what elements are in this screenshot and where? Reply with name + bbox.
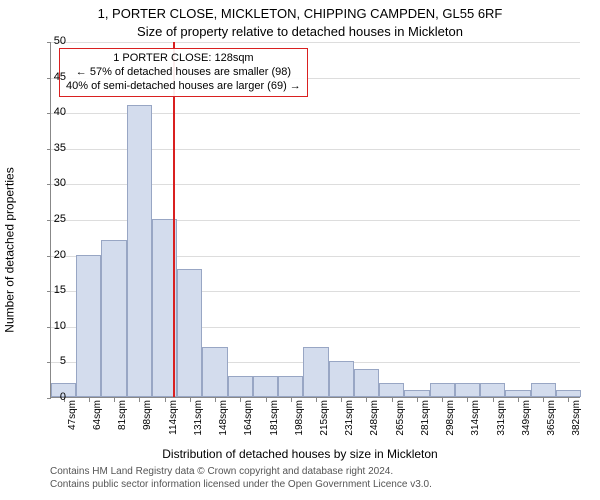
- histogram-bar: [379, 383, 404, 397]
- x-tick-label: 298sqm: [445, 400, 456, 442]
- x-tick-mark: [316, 398, 317, 402]
- y-tick-label: 30: [40, 177, 66, 189]
- x-tick-mark: [165, 398, 166, 402]
- y-tick-label: 45: [40, 71, 66, 83]
- x-tick-mark: [190, 398, 191, 402]
- x-tick-label: 47sqm: [67, 400, 78, 442]
- x-tick-label: 248sqm: [369, 400, 380, 442]
- chart-container: 1, PORTER CLOSE, MICKLETON, CHIPPING CAM…: [0, 0, 600, 500]
- annotation-line2: ← 57% of detached houses are smaller (98…: [66, 66, 301, 80]
- histogram-bar: [253, 376, 278, 397]
- grid-line: [51, 42, 580, 43]
- x-tick-mark: [215, 398, 216, 402]
- histogram-bar: [202, 347, 227, 397]
- x-tick-label: 198sqm: [294, 400, 305, 442]
- x-tick-label: 114sqm: [168, 400, 179, 442]
- x-tick-mark: [114, 398, 115, 402]
- annotation-box: 1 PORTER CLOSE: 128sqm ← 57% of detached…: [59, 48, 308, 97]
- x-tick-label: 331sqm: [496, 400, 507, 442]
- x-tick-mark: [139, 398, 140, 402]
- footer-line1: Contains HM Land Registry data © Crown c…: [50, 465, 580, 478]
- histogram-bar: [101, 240, 126, 397]
- histogram-bar: [556, 390, 581, 397]
- footer-attribution: Contains HM Land Registry data © Crown c…: [50, 465, 580, 491]
- x-tick-label: 81sqm: [117, 400, 128, 442]
- x-tick-label: 181sqm: [269, 400, 280, 442]
- y-tick-label: 15: [40, 284, 66, 296]
- x-tick-mark: [366, 398, 367, 402]
- x-axis-label: Distribution of detached houses by size …: [0, 447, 600, 461]
- histogram-bar: [354, 369, 379, 397]
- y-axis-label: Number of detached properties: [2, 0, 18, 500]
- x-tick-label: 314sqm: [470, 400, 481, 442]
- x-tick-mark: [341, 398, 342, 402]
- y-tick-label: 10: [40, 320, 66, 332]
- x-tick-label: 164sqm: [243, 400, 254, 442]
- histogram-bar: [177, 269, 202, 397]
- x-tick-label: 215sqm: [319, 400, 330, 442]
- x-tick-mark: [568, 398, 569, 402]
- plot-area: 1 PORTER CLOSE: 128sqm ← 57% of detached…: [50, 42, 580, 398]
- annotation-line3: 40% of semi-detached houses are larger (…: [66, 80, 301, 94]
- x-tick-mark: [240, 398, 241, 402]
- histogram-bar: [127, 105, 152, 397]
- histogram-bar: [329, 361, 354, 397]
- y-tick-label: 35: [40, 142, 66, 154]
- y-tick-label: 20: [40, 249, 66, 261]
- histogram-bar: [430, 383, 455, 397]
- x-tick-label: 265sqm: [395, 400, 406, 442]
- x-tick-mark: [417, 398, 418, 402]
- histogram-bar: [455, 383, 480, 397]
- x-tick-mark: [291, 398, 292, 402]
- x-tick-mark: [493, 398, 494, 402]
- y-tick-label: 40: [40, 106, 66, 118]
- histogram-bar: [303, 347, 328, 397]
- y-tick-label: 0: [40, 391, 66, 403]
- y-tick-label: 25: [40, 213, 66, 225]
- histogram-bar: [480, 383, 505, 397]
- x-tick-label: 231sqm: [344, 400, 355, 442]
- annotation-line1: 1 PORTER CLOSE: 128sqm: [66, 52, 301, 66]
- x-tick-label: 382sqm: [571, 400, 582, 442]
- histogram-bar: [228, 376, 253, 397]
- histogram-bar: [531, 383, 556, 397]
- x-tick-label: 148sqm: [218, 400, 229, 442]
- chart-title-line1: 1, PORTER CLOSE, MICKLETON, CHIPPING CAM…: [0, 6, 600, 21]
- x-tick-label: 281sqm: [420, 400, 431, 442]
- y-tick-label: 50: [40, 35, 66, 47]
- histogram-bar: [278, 376, 303, 397]
- histogram-bar: [404, 390, 429, 397]
- x-tick-label: 64sqm: [92, 400, 103, 442]
- histogram-bar: [76, 255, 101, 397]
- x-tick-mark: [266, 398, 267, 402]
- x-tick-mark: [442, 398, 443, 402]
- histogram-bar: [505, 390, 530, 397]
- x-tick-mark: [467, 398, 468, 402]
- x-tick-label: 98sqm: [142, 400, 153, 442]
- x-tick-mark: [392, 398, 393, 402]
- chart-title-line2: Size of property relative to detached ho…: [0, 24, 600, 39]
- y-tick-label: 5: [40, 355, 66, 367]
- x-tick-mark: [543, 398, 544, 402]
- x-tick-label: 131sqm: [193, 400, 204, 442]
- x-tick-label: 365sqm: [546, 400, 557, 442]
- x-tick-label: 349sqm: [521, 400, 532, 442]
- x-tick-mark: [518, 398, 519, 402]
- footer-line2: Contains public sector information licen…: [50, 478, 580, 491]
- x-tick-mark: [89, 398, 90, 402]
